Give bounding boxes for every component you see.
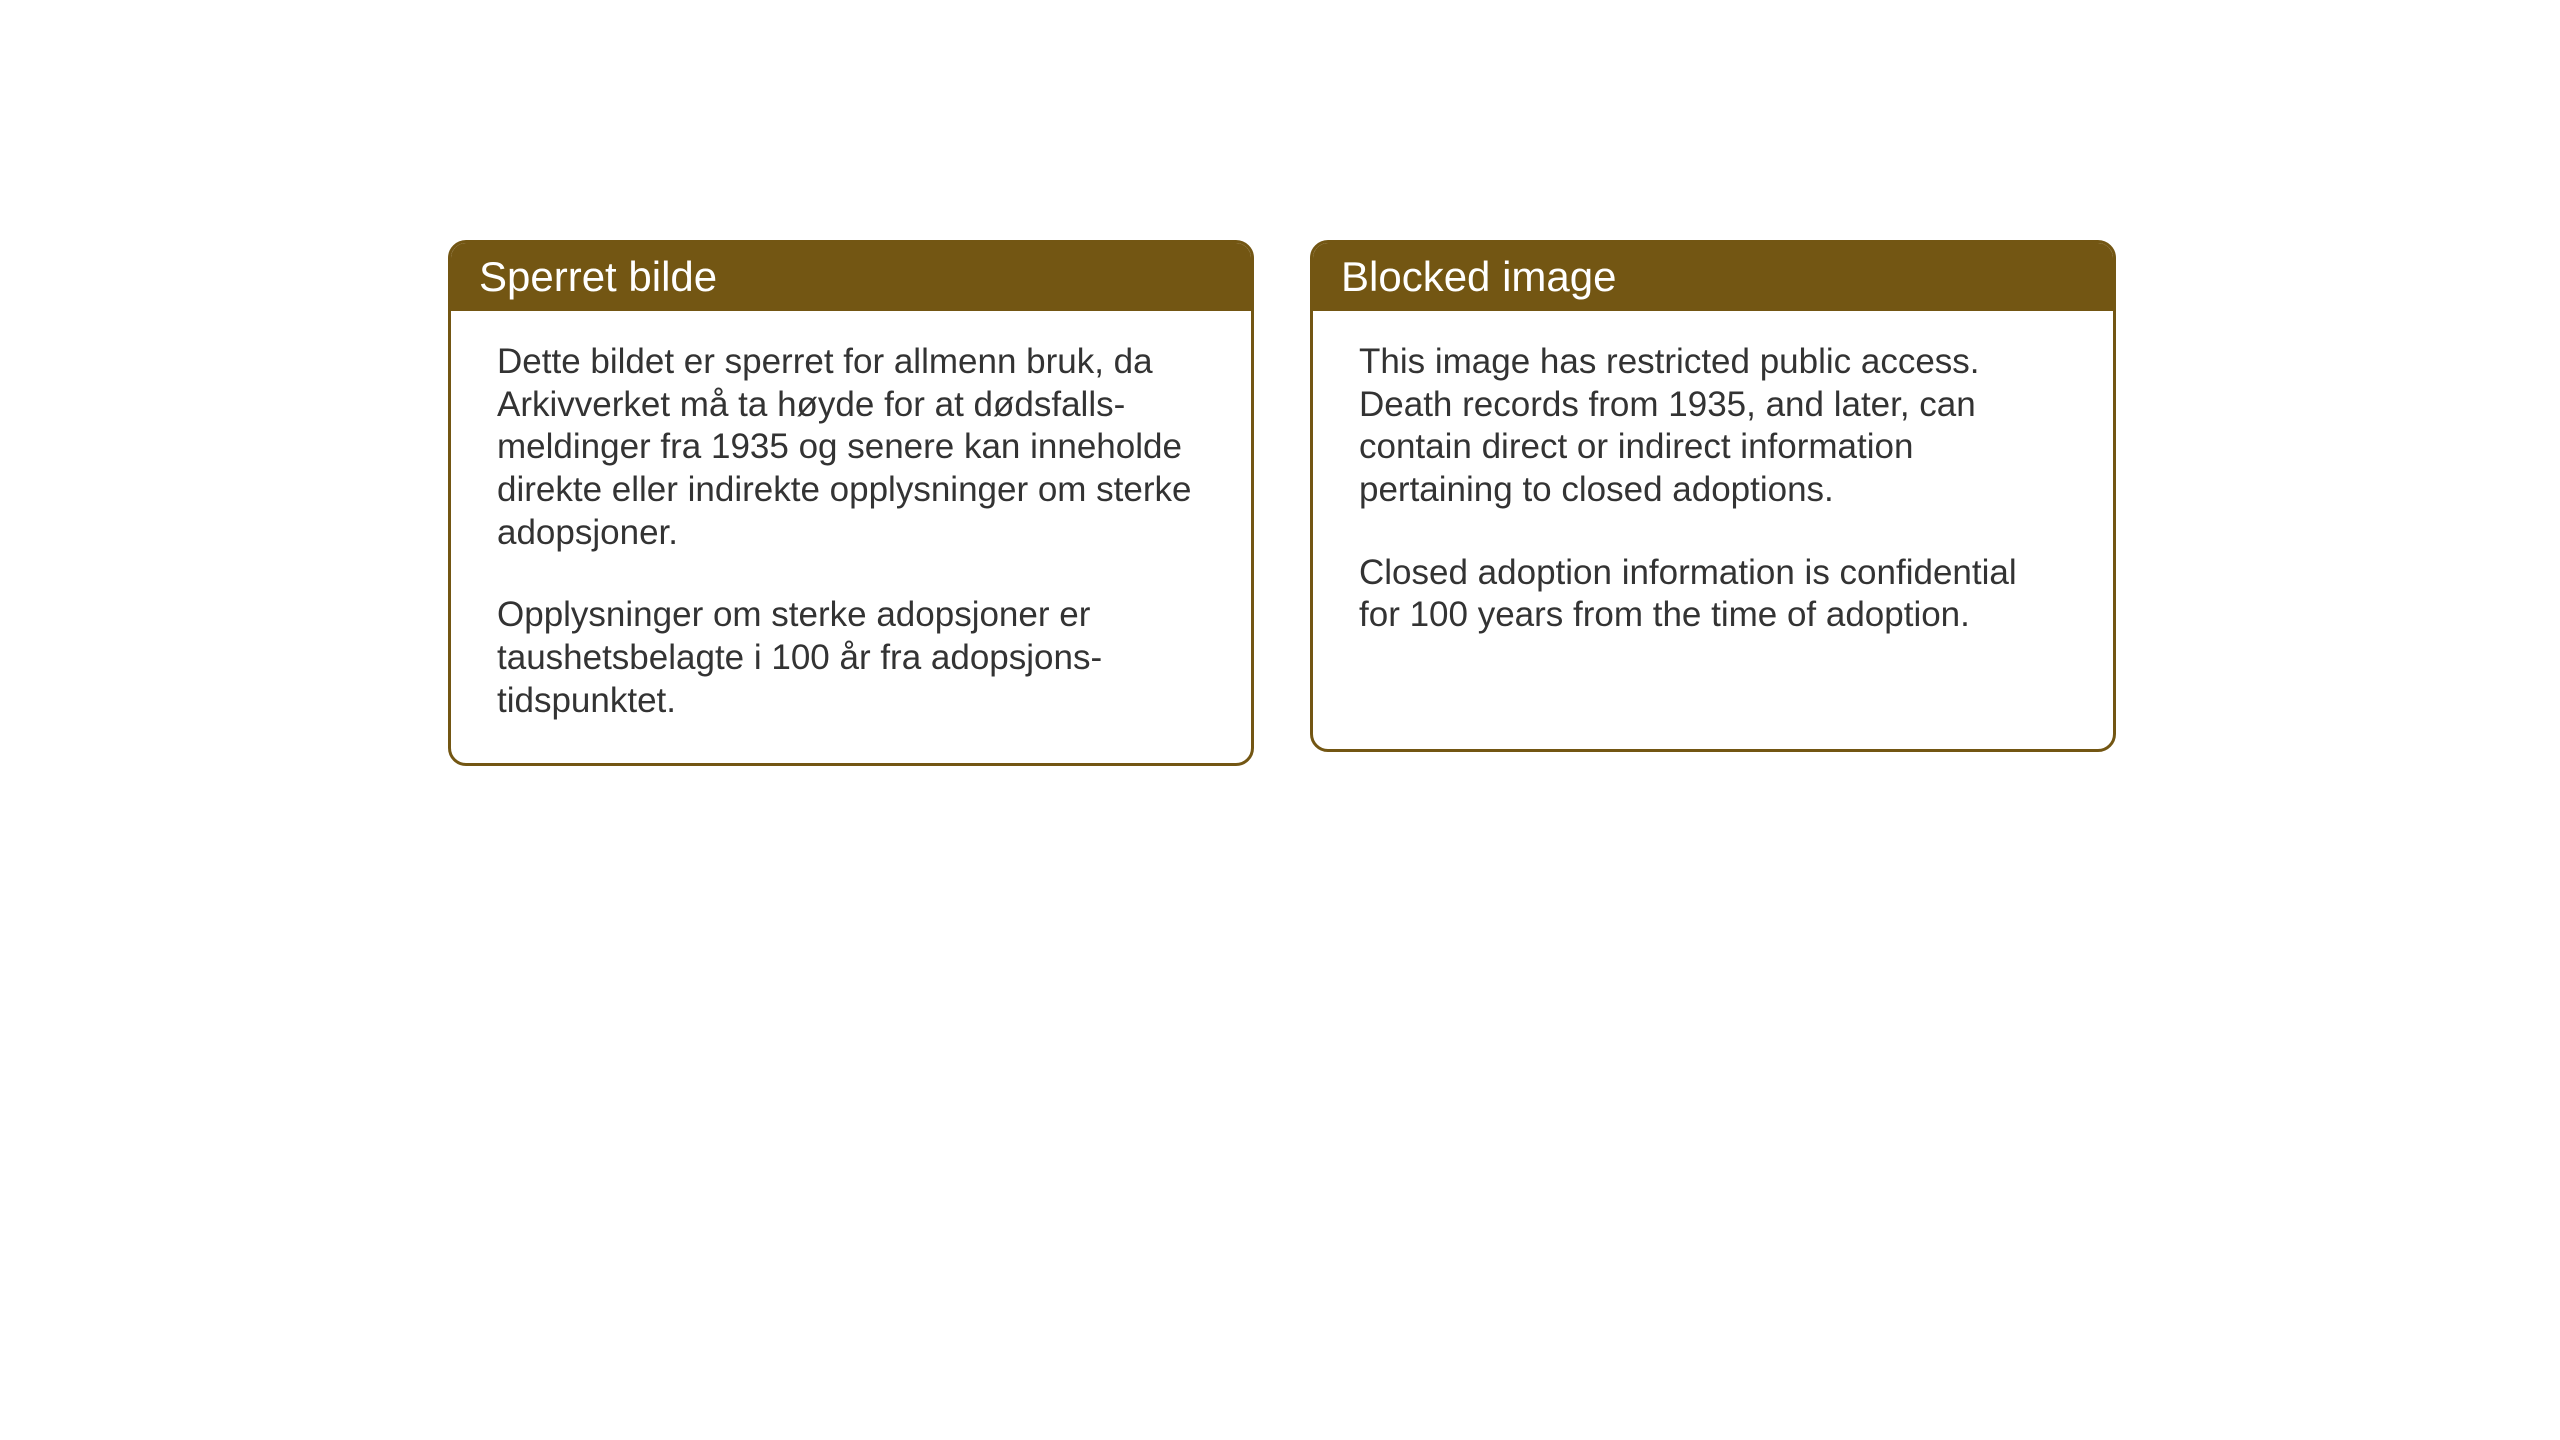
card-body-english: This image has restricted public access.…: [1313, 311, 2113, 677]
notice-container: Sperret bilde Dette bildet er sperret fo…: [448, 240, 2116, 766]
card-header-english: Blocked image: [1313, 243, 2113, 311]
card-paragraph2-norwegian: Opplysninger om sterke adopsjoner er tau…: [497, 594, 1205, 722]
card-body-norwegian: Dette bildet er sperret for allmenn bruk…: [451, 311, 1251, 763]
card-title-english: Blocked image: [1341, 253, 1616, 300]
card-paragraph1-norwegian: Dette bildet er sperret for allmenn bruk…: [497, 341, 1205, 554]
card-paragraph1-english: This image has restricted public access.…: [1359, 341, 2067, 512]
notice-card-norwegian: Sperret bilde Dette bildet er sperret fo…: [448, 240, 1254, 766]
card-header-norwegian: Sperret bilde: [451, 243, 1251, 311]
notice-card-english: Blocked image This image has restricted …: [1310, 240, 2116, 752]
card-paragraph2-english: Closed adoption information is confident…: [1359, 552, 2067, 637]
card-title-norwegian: Sperret bilde: [479, 253, 717, 300]
